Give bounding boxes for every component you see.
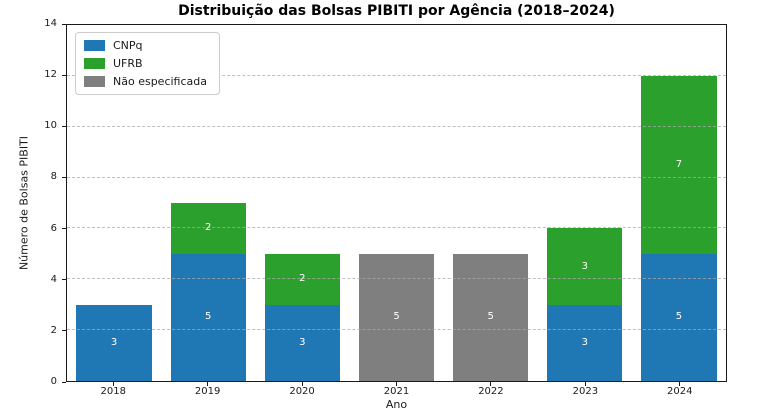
bar-segment-2020-UFRB xyxy=(264,253,340,305)
legend-item-0: CNPq xyxy=(84,39,207,52)
x-axis-ticks: 2018 2019 2020 2021 2022 2023 2024 xyxy=(66,382,727,402)
legend-swatch-2 xyxy=(84,76,105,87)
bar-value-label-2024-CNPq: 5 xyxy=(675,311,683,323)
x-axis-label: Ano xyxy=(385,398,408,411)
bar-segment-2023-CNPq xyxy=(547,304,623,381)
bar-segment-2023-UFRB xyxy=(547,228,623,305)
x-tick-mark-2019 xyxy=(207,382,209,386)
y-tick-label-4: 4 xyxy=(50,273,57,285)
bar-segment-2024-UFRB xyxy=(641,75,717,254)
y-axis-ticks: 0 2 4 6 8 10 12 14 xyxy=(0,19,66,387)
y-tick-label-6: 6 xyxy=(50,222,57,234)
bar-value-label-2019-UFRB: 2 xyxy=(205,222,212,234)
legend-item-2: Não especificada xyxy=(84,75,207,88)
bar-value-label-2024-UFRB: 7 xyxy=(675,158,683,170)
y-tick-mark-6 xyxy=(62,228,66,230)
bar-value-label-2019-CNPq: 5 xyxy=(205,311,212,323)
gridline-y-12 xyxy=(67,74,726,76)
y-tick-label-8: 8 xyxy=(50,171,57,183)
bar-segment-2020-CNPq xyxy=(264,304,340,381)
y-tick-mark-12 xyxy=(62,74,66,76)
bar-segment-2022-Não especificada xyxy=(452,253,529,381)
x-tick-mark-2022 xyxy=(490,382,492,386)
legend-label-0: CNPq xyxy=(113,39,143,52)
x-tick-mark-2023 xyxy=(584,382,586,386)
x-tick-label-2020: 2020 xyxy=(289,386,315,397)
bar-value-label-2023-UFRB: 3 xyxy=(581,260,588,272)
bar-segment-2021-Não especificada xyxy=(358,253,435,381)
bar-segment-2018-CNPq xyxy=(76,304,152,381)
bar-value-label-2018-CNPq: 3 xyxy=(110,336,118,348)
bar-value-label-2021-Não especificada: 5 xyxy=(393,311,400,323)
grid-layer xyxy=(67,25,726,381)
plot-area: 3 5 2 3 2 5 5 3 3 5 7 CNPq UFRB Não especificada xyxy=(66,24,727,382)
x-tick-label-2022: 2022 xyxy=(478,386,504,397)
bars-layer: 3 5 2 3 2 5 5 3 3 5 7 xyxy=(67,25,726,381)
x-tick-label-2018: 2018 xyxy=(100,386,126,397)
legend-item-1: UFRB xyxy=(84,57,207,70)
y-tick-label-2: 2 xyxy=(50,324,57,336)
y-tick-mark-4 xyxy=(62,279,66,281)
bar-segment-2019-UFRB xyxy=(170,203,246,254)
bar-value-label-2020-CNPq: 3 xyxy=(299,336,306,348)
legend-label-2: Não especificada xyxy=(113,75,207,88)
bar-segment-2019-CNPq xyxy=(170,253,246,381)
legend-swatch-0 xyxy=(84,40,105,51)
x-tick-mark-2024 xyxy=(679,382,681,386)
y-tick-label-14: 14 xyxy=(44,18,57,29)
y-tick-mark-14 xyxy=(62,23,66,25)
y-tick-label-10: 10 xyxy=(44,120,57,132)
x-tick-label-2024: 2024 xyxy=(667,386,693,397)
bar-value-label-2020-UFRB: 2 xyxy=(299,273,306,285)
y-tick-mark-8 xyxy=(62,176,66,178)
x-tick-label-2021: 2021 xyxy=(383,386,410,397)
legend-label-1: UFRB xyxy=(113,57,143,70)
bar-value-label-2022-Não especificada: 5 xyxy=(487,311,494,323)
y-tick-mark-2 xyxy=(62,330,66,332)
x-tick-mark-2020 xyxy=(301,382,303,386)
x-tick-mark-2021 xyxy=(396,382,397,386)
y-tick-mark-0 xyxy=(62,381,66,383)
chart-title: Distribuição das Bolsas PIBITI por Agênc… xyxy=(178,3,615,19)
gridline-y-2 xyxy=(67,329,726,331)
gridline-y-4 xyxy=(67,278,726,280)
gridline-y-10 xyxy=(67,125,726,127)
bar-segment-2024-CNPq xyxy=(641,253,717,381)
legend-swatch-1 xyxy=(84,58,105,69)
y-tick-mark-10 xyxy=(62,125,66,127)
gridline-y-8 xyxy=(67,176,726,178)
y-tick-label-12: 12 xyxy=(44,69,57,81)
x-tick-label-2023: 2023 xyxy=(572,386,599,397)
x-tick-label-2019: 2019 xyxy=(194,386,221,397)
x-tick-mark-2018 xyxy=(112,382,114,386)
bar-value-label-2023-CNPq: 3 xyxy=(581,336,588,348)
legend: CNPq UFRB Não especificada xyxy=(75,32,220,95)
gridline-y-6 xyxy=(67,227,726,229)
y-tick-label-0: 0 xyxy=(50,376,57,387)
